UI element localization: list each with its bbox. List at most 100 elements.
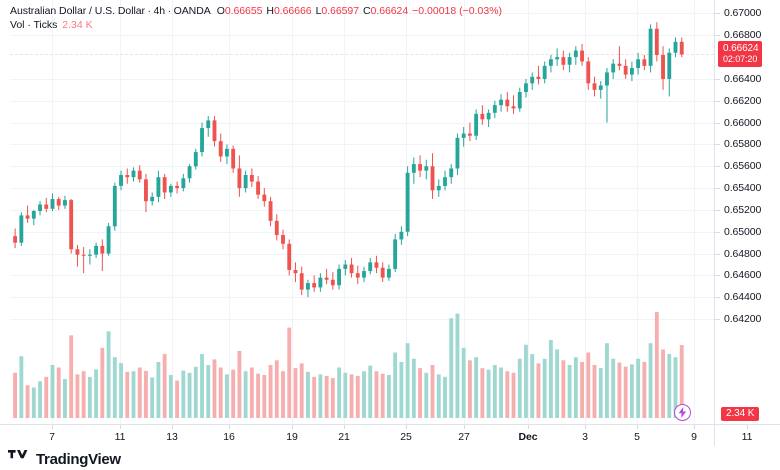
candle-body — [193, 152, 198, 167]
volume-bar — [156, 361, 161, 418]
price-axis-label: 0.64600 — [724, 269, 762, 282]
time-axis-label: 11 — [741, 431, 753, 443]
volume-bar — [299, 363, 304, 418]
gridline-vertical — [52, 0, 53, 424]
volume-bar — [524, 344, 528, 418]
volume-bar — [63, 379, 67, 418]
candle-body — [274, 220, 279, 236]
volume-bar — [474, 357, 479, 418]
volume-bar — [355, 375, 360, 418]
volume-bar — [106, 331, 111, 418]
candle-body — [405, 172, 410, 232]
volume-bar — [505, 371, 510, 418]
volume-bar — [274, 360, 279, 418]
candle-body — [623, 65, 628, 75]
volume-bar — [187, 372, 192, 418]
gridline-horizontal — [10, 101, 714, 102]
candle-body — [181, 178, 186, 189]
tradingview-brand: TradingView — [8, 450, 121, 468]
candle-body — [25, 215, 30, 219]
candle-body — [162, 177, 167, 193]
current-price-badge[interactable]: 0.66624 02:07:20 — [718, 41, 763, 68]
candle-body — [548, 59, 553, 66]
volume-bar — [467, 360, 472, 418]
volume-bar — [598, 368, 603, 418]
gridline-horizontal — [10, 188, 714, 189]
volume-bar — [629, 364, 634, 418]
candle-wick — [537, 65, 539, 85]
candle-body — [187, 166, 192, 179]
candle-body — [648, 28, 653, 66]
volume-bar — [206, 365, 211, 418]
time-axis-label: 5 — [634, 431, 640, 443]
candle-body — [212, 120, 217, 142]
candle-body — [206, 120, 211, 129]
volume-bar — [112, 357, 117, 418]
volume-bar — [50, 365, 55, 418]
volume-bar — [218, 367, 223, 418]
candle-body — [131, 170, 136, 178]
volume-bar — [75, 374, 80, 418]
volume-bar — [418, 368, 422, 418]
candle-body — [150, 196, 155, 202]
candle-body — [393, 239, 398, 269]
time-axis-tick — [344, 425, 345, 429]
candle-body — [225, 148, 229, 157]
gridline-vertical — [464, 0, 465, 424]
price-axis-label: 0.64800 — [724, 247, 762, 260]
gridline-horizontal — [10, 275, 714, 276]
volume-bar — [436, 374, 441, 418]
time-axis[interactable]: 711131619212527Dec3591114 — [0, 424, 780, 446]
candle-body — [449, 168, 454, 178]
gridline-horizontal — [10, 35, 714, 36]
price-axis-tick — [715, 297, 720, 298]
candle-body — [306, 283, 310, 290]
volume-bar — [411, 358, 416, 418]
volume-bar — [44, 376, 49, 418]
volume-value-badge[interactable]: 2.34 K — [721, 407, 760, 421]
volume-bar — [25, 385, 30, 418]
candle-body — [299, 273, 304, 290]
volume-bar — [611, 358, 616, 418]
volume-bar — [19, 356, 24, 418]
price-axis-label: 0.66000 — [724, 116, 762, 129]
price-axis-tick — [715, 123, 720, 124]
volume-bar — [119, 363, 123, 418]
volume-bar — [306, 371, 310, 418]
candle-body — [511, 106, 516, 109]
price-axis-label: 0.67000 — [724, 7, 762, 20]
chart-pane[interactable] — [10, 0, 714, 424]
candle-body — [499, 99, 503, 106]
candle-body — [237, 168, 242, 189]
candle-body — [63, 200, 67, 206]
axis-corner — [714, 424, 780, 446]
candle-body — [330, 279, 335, 286]
volume-bar — [511, 372, 516, 418]
price-axis-label: 0.65400 — [724, 182, 762, 195]
gridline-horizontal — [10, 13, 714, 14]
candle-body — [362, 271, 366, 278]
price-axis[interactable]: 0.67000 0.66800 0.66400 0.66200 0.66000 0.658… — [714, 0, 780, 424]
volume-bar — [13, 372, 18, 418]
candle-body — [380, 267, 385, 278]
gridline-vertical — [528, 0, 529, 424]
volume-bar — [567, 365, 572, 418]
candle-body — [430, 166, 435, 191]
chart-gridlines — [10, 0, 714, 424]
time-axis-label: 25 — [400, 431, 412, 443]
volume-bar — [530, 354, 535, 418]
candle-body — [592, 83, 597, 90]
candle-body — [517, 92, 522, 109]
lightning-bolt-icon[interactable] — [674, 404, 691, 421]
candle-body — [281, 235, 285, 244]
volume-bar — [293, 368, 298, 418]
candle-wick — [101, 239, 103, 272]
gridline-vertical — [120, 0, 121, 424]
price-axis-label: 0.66200 — [724, 94, 762, 107]
candle-body — [673, 41, 678, 53]
volume-bar — [573, 357, 578, 418]
candle-wick — [76, 244, 78, 267]
time-axis-tick — [229, 425, 230, 429]
candle-body — [561, 57, 566, 65]
